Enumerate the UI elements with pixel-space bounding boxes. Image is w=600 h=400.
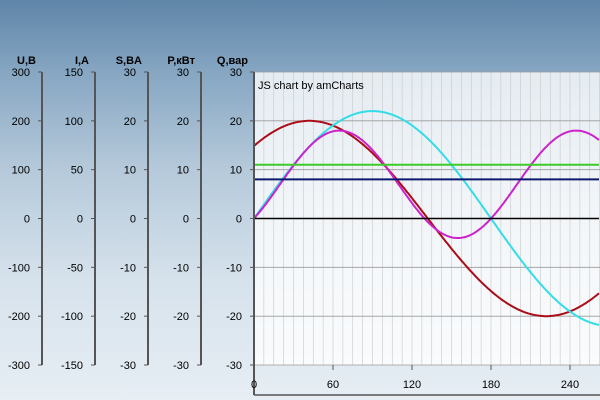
axis-tick-label: 0	[183, 214, 189, 226]
axis-title: Q,вар	[217, 55, 248, 67]
axis-tick-label: 0	[77, 214, 83, 226]
axis-tick-label: -30	[120, 360, 136, 372]
axis-tick-label: -300	[8, 360, 30, 372]
x-axis-tick-label: 240	[561, 379, 579, 391]
value-axes: U,B3002001000-100-200-300I,A150100500-50…	[8, 55, 255, 372]
series-line-2[interactable]	[253, 129, 600, 239]
chart-credit[interactable]: JS chart by amCharts	[258, 80, 364, 92]
axis-tick-label: 100	[65, 116, 83, 128]
axis-tick-label: 50	[71, 165, 83, 177]
axis-tick-label: 30	[177, 67, 189, 79]
axis-tick-label: -20	[226, 311, 242, 323]
plot-area	[253, 71, 600, 395]
axis-tick-label: 20	[177, 116, 189, 128]
axis-tick-label: 100	[12, 165, 30, 177]
axis-tick-label: 30	[230, 67, 242, 79]
axis-title: P,кВт	[167, 55, 195, 67]
axis-tick-label: 0	[24, 214, 30, 226]
axis-tick-label: 10	[177, 165, 189, 177]
axis-tick-label: -10	[120, 262, 136, 274]
series-layer	[253, 110, 600, 326]
axis-tick-label: -100	[8, 262, 30, 274]
axis-title: U,B	[17, 55, 36, 67]
axis-tick-label: -20	[120, 311, 136, 323]
axis-tick-label: -10	[226, 262, 242, 274]
x-axis-tick-label: 60	[327, 379, 339, 391]
axis-tick-label: -50	[67, 262, 83, 274]
axis-tick-label: 200	[12, 116, 30, 128]
axis-tick-label: -100	[61, 311, 83, 323]
axis-tick-label: 300	[12, 67, 30, 79]
axis-tick-label: 0	[130, 214, 136, 226]
axis-title: S,BA	[116, 55, 142, 67]
axis-tick-label: -150	[61, 360, 83, 372]
x-axis: 0 60 120 180 240	[251, 365, 600, 396]
x-axis-tick-label: 120	[403, 379, 421, 391]
axis-tick-label: -30	[173, 360, 189, 372]
x-axis-tick-label: 0	[251, 379, 257, 391]
axis-tick-label: 10	[230, 165, 242, 177]
axis-tick-label: 0	[236, 214, 242, 226]
axis-tick-label: 20	[230, 116, 242, 128]
axis-tick-label: -10	[173, 262, 189, 274]
x-axis-tick-label: 180	[482, 379, 500, 391]
axis-tick-label: -30	[226, 360, 242, 372]
series-line-0[interactable]	[253, 119, 600, 318]
axis-tick-label: 30	[124, 67, 136, 79]
axis-tick-label: -20	[173, 311, 189, 323]
axis-tick-label: 10	[124, 165, 136, 177]
axis-tick-label: -200	[8, 311, 30, 323]
axis-tick-label: 20	[124, 116, 136, 128]
axis-title: I,A	[75, 55, 89, 67]
axis-tick-label: 150	[65, 67, 83, 79]
